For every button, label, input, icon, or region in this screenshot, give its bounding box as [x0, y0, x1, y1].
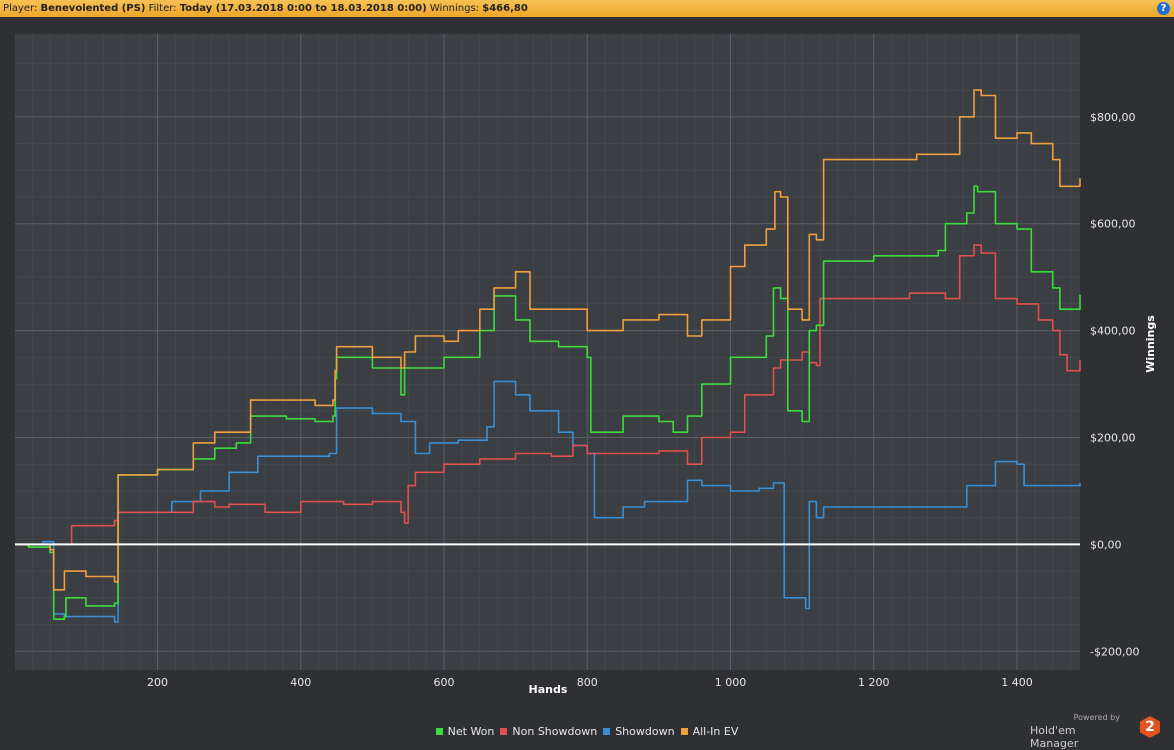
legend-item[interactable]: Non Showdown	[500, 725, 597, 738]
series-line-non-showdown	[15, 244, 1081, 546]
series-layer	[15, 89, 1081, 623]
winnings-label: Winnings:	[429, 3, 480, 14]
holdem-manager-logo-icon: 2	[1140, 716, 1160, 738]
y-tick-label: -$200,00	[1090, 645, 1139, 658]
legend: Net Won Non Showdown Showdown All-In EV	[0, 725, 1174, 738]
series-line-all-in-ev	[15, 89, 1081, 591]
plot-area	[15, 34, 1080, 670]
legend-swatch-icon	[603, 727, 611, 735]
report-header: Player: Benevolented (PS) Filter: Today …	[0, 0, 1174, 17]
winnings-chart: 200 400 600 800 1 000 1 200 1 400 -$200,00 $0,0…	[15, 34, 1157, 696]
y-tick-label: $200,00	[1090, 432, 1136, 445]
player-label: Player:	[3, 3, 38, 14]
filter-label: Filter:	[148, 3, 177, 14]
player-name: Benevolented (PS)	[40, 3, 146, 14]
legend-swatch-icon	[500, 727, 508, 735]
help-icon[interactable]: ?	[1157, 2, 1170, 15]
y-tick-label: $600,00	[1090, 218, 1136, 231]
y-axis-title: Winnings	[1144, 315, 1157, 373]
y-tick-label: $800,00	[1090, 111, 1136, 124]
y-ticks: -$200,00 $0,00 $200,00 $400,00 $600,00 $800,0…	[1090, 111, 1139, 658]
x-tick-label: 400	[290, 676, 311, 689]
x-tick-label: 1 000	[715, 676, 747, 689]
filter-value: Today (17.03.2018 0:00 to 18.03.2018 0:0…	[179, 3, 427, 14]
brand-name: Hold'em Manager	[1030, 724, 1079, 750]
winnings-value: $466,80	[482, 3, 528, 14]
brand: Powered by Hold'em Manager 2	[1030, 713, 1160, 750]
y-tick-label: $0,00	[1090, 538, 1122, 551]
legend-swatch-icon	[680, 727, 688, 735]
legend-label: Showdown	[615, 725, 675, 738]
x-tick-label: 200	[147, 676, 168, 689]
x-axis-title: Hands	[529, 683, 568, 696]
legend-item[interactable]: All-In EV	[680, 725, 739, 738]
legend-swatch-icon	[435, 727, 443, 735]
x-tick-label: 1 200	[858, 676, 890, 689]
legend-label: All-In EV	[692, 725, 739, 738]
series-line-showdown	[15, 380, 1081, 623]
x-ticks: 200 400 600 800 1 000 1 200 1 400	[147, 676, 1033, 689]
legend-item[interactable]: Net Won	[435, 725, 495, 738]
legend-label: Net Won	[447, 725, 495, 738]
y-tick-label: $400,00	[1090, 325, 1136, 338]
major-grid	[15, 34, 1080, 670]
powered-by-text: Powered by	[1073, 713, 1120, 722]
legend-label: Non Showdown	[512, 725, 598, 738]
x-tick-label: 1 400	[1001, 676, 1033, 689]
legend-item[interactable]: Showdown	[603, 725, 675, 738]
x-tick-label: 800	[577, 676, 598, 689]
x-tick-label: 600	[434, 676, 455, 689]
